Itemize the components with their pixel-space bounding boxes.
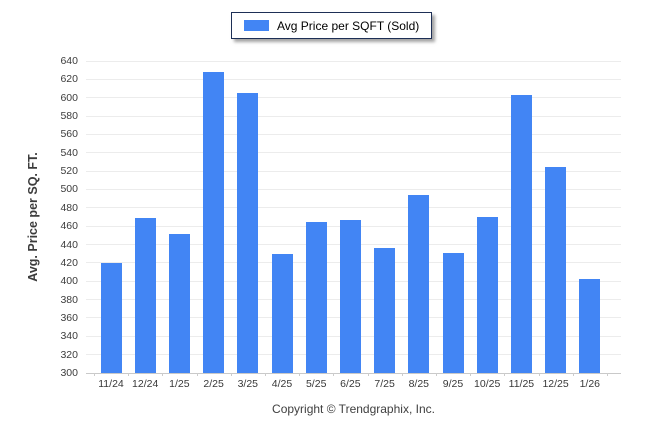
y-tick-label: 620 — [60, 73, 78, 86]
x-tick-label: 10/25 — [474, 378, 501, 390]
legend-swatch-icon — [244, 20, 269, 31]
x-tick-label: 11/24 — [98, 378, 124, 390]
x-tick-label: 2/25 — [203, 378, 224, 390]
x-tick-label: 4/25 — [271, 378, 293, 390]
y-tick-label: 560 — [60, 128, 78, 141]
x-axis-boundary-tick — [230, 373, 232, 376]
y-tick-label: 380 — [60, 293, 78, 306]
gridline — [86, 133, 621, 135]
bar-8-25 — [408, 194, 430, 373]
gridline — [86, 188, 621, 190]
x-axis-boundary-tick — [93, 373, 95, 376]
x-tick-label: 7/25 — [374, 378, 395, 390]
x-tick-label: 5/25 — [305, 378, 327, 390]
x-tick-label: 12/25 — [542, 378, 569, 390]
x-axis-boundary-tick — [401, 373, 403, 376]
x-axis-boundary-tick — [333, 373, 335, 376]
x-tick-label: 6/25 — [340, 378, 361, 390]
x-axis-boundary-tick — [299, 373, 301, 376]
y-tick-label: 300 — [60, 367, 78, 379]
gridline — [86, 373, 621, 374]
y-tick-label: 580 — [60, 110, 78, 123]
y-tick-label: 640 — [60, 55, 78, 67]
x-axis-boundary-tick — [128, 373, 130, 376]
x-tick-label: 8/25 — [408, 378, 430, 390]
bar-1-26 — [579, 279, 601, 373]
x-tick-label: 3/25 — [237, 378, 259, 390]
y-tick-label: 400 — [60, 275, 78, 288]
x-axis-boundary-tick — [196, 373, 198, 376]
x-tick-label: 1/25 — [169, 378, 190, 390]
x-axis-boundary-tick — [538, 373, 540, 376]
bar-6-25 — [339, 219, 361, 373]
gridline — [86, 170, 621, 172]
gridline — [86, 97, 621, 99]
gridline — [86, 60, 621, 62]
y-tick-label: 460 — [60, 220, 78, 233]
x-tick-label: 9/25 — [442, 378, 464, 390]
y-tick-label: 440 — [60, 238, 78, 251]
x-axis-boundary-tick — [162, 373, 164, 376]
bar-12-25 — [545, 166, 567, 373]
x-axis-boundary-tick — [264, 373, 266, 376]
gridline — [86, 152, 621, 154]
x-axis-boundary-tick — [572, 373, 574, 376]
bar-1-25 — [168, 233, 190, 373]
x-axis-boundary-tick — [606, 373, 608, 376]
chart-legend: Avg Price per SQFT (Sold) — [231, 12, 433, 39]
bar-4-25 — [271, 253, 293, 373]
gridline — [86, 115, 621, 117]
x-tick-label: 1/26 — [579, 378, 601, 390]
bar-9-25 — [442, 252, 464, 373]
x-tick-label: 12/24 — [132, 378, 159, 390]
plot-area — [86, 60, 621, 376]
y-tick-label: 540 — [60, 146, 78, 159]
bar-2-25 — [203, 72, 225, 373]
x-axis-boundary-tick — [504, 373, 506, 376]
x-axis-boundary-tick — [435, 373, 437, 376]
bar-11-25 — [510, 94, 532, 373]
bar-7-25 — [374, 248, 396, 373]
bar-10-25 — [476, 217, 498, 373]
y-tick-label: 360 — [60, 311, 78, 324]
y-tick-label: 480 — [60, 201, 78, 214]
y-tick-label: 500 — [60, 183, 78, 196]
gridline — [86, 207, 621, 209]
bar-5-25 — [305, 221, 327, 373]
x-axis-boundary-tick — [470, 373, 472, 376]
y-tick-label: 340 — [60, 330, 78, 343]
y-tick-label: 420 — [60, 256, 78, 269]
bar-11-24 — [100, 262, 122, 373]
y-tick-label: 320 — [60, 348, 78, 361]
x-axis-boundary-tick — [367, 373, 369, 376]
bar-3-25 — [237, 93, 259, 373]
copyright-text: Copyright © Trendgraphix, Inc. — [272, 402, 435, 416]
y-tick-label: 600 — [60, 91, 78, 104]
y-tick-label: 520 — [60, 165, 78, 178]
bar-12-24 — [134, 217, 156, 373]
gridline — [86, 78, 621, 80]
x-tick-label: 11/25 — [508, 378, 535, 390]
legend-series-label: Avg Price per SQFT (Sold) — [277, 18, 420, 33]
